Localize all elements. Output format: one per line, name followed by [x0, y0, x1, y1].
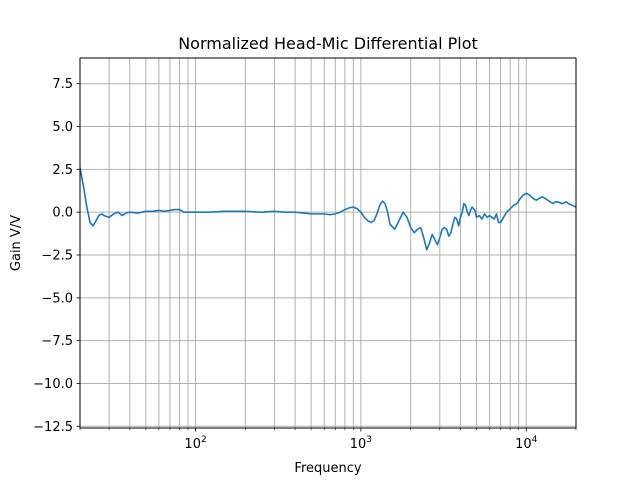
grid	[79, 58, 577, 428]
y-tick-label: −7.5	[41, 334, 73, 349]
y-tick-label: −10.0	[33, 377, 73, 392]
x-tick-label: 102	[184, 435, 206, 452]
x-tick-label-base: 10	[350, 437, 367, 452]
x-axis-label: Frequency	[294, 461, 361, 476]
y-tick-label: 5.0	[52, 120, 73, 135]
x-tick-label: 103	[350, 435, 372, 452]
series-line	[80, 167, 576, 251]
plot-frame	[79, 57, 577, 429]
chart-title: Normalized Head-Mic Differential Plot	[178, 34, 478, 53]
y-tick-label: 7.5	[52, 77, 73, 92]
x-tick-label-exponent: 4	[532, 435, 538, 445]
y-tick-label: 2.5	[52, 163, 73, 178]
y-tick-label: 0.0	[52, 206, 73, 221]
y-axis-label: Gain V/V	[9, 215, 24, 271]
x-tick-label-base: 10	[515, 437, 532, 452]
x-tick-label: 104	[515, 435, 538, 452]
series-layer	[80, 167, 576, 251]
x-tick-label-exponent: 2	[201, 435, 207, 445]
y-tick-label: −2.5	[41, 248, 73, 263]
y-tick-label: −5.0	[41, 291, 73, 306]
x-tick-label-exponent: 3	[366, 435, 372, 445]
y-tick-label: −12.5	[33, 420, 73, 435]
x-tick-label-base: 10	[184, 437, 201, 452]
